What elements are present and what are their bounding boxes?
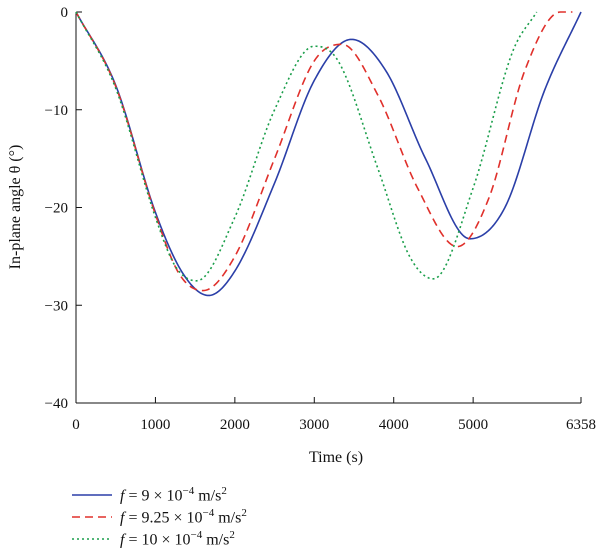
series-line-3 <box>75 11 538 282</box>
x-axis-title: Time (s) <box>309 449 363 466</box>
x-tick-label: 0 <box>72 417 80 433</box>
legend-label: f = 9.25 × 10−4 m/s2 <box>120 506 247 527</box>
legend-item-f-9: f = 9 × 10−4 m/s2 <box>72 484 412 506</box>
legend-label: f = 9 × 10−4 m/s2 <box>120 484 227 505</box>
legend-swatch <box>72 516 112 518</box>
y-axis-title: In-plane angle θ (°) <box>7 145 24 270</box>
x-tick-label: 6358 <box>566 417 596 433</box>
chart-series <box>75 11 582 297</box>
y-axis-ticks: 0 −10 −20 −30 −40 <box>45 5 82 412</box>
legend-label: f = 10 × 10−4 m/s2 <box>120 528 235 549</box>
y-tick-label: 0 <box>61 5 69 21</box>
x-axis-ticks: 0 1000 2000 3000 4000 5000 6358 <box>72 397 596 433</box>
legend-swatch <box>72 494 112 496</box>
x-tick-label: 5000 <box>458 417 488 433</box>
x-tick-label: 1000 <box>140 417 170 433</box>
series-line-2 <box>75 11 573 292</box>
y-tick-label: −30 <box>45 298 68 314</box>
x-tick-label: 4000 <box>379 417 409 433</box>
chart-legend: f = 9 × 10−4 m/s2 f = 9.25 × 10−4 m/s2 f… <box>72 484 412 550</box>
y-tick-label: −20 <box>45 201 68 217</box>
y-tick-label: −10 <box>45 103 68 119</box>
x-tick-label: 2000 <box>220 417 250 433</box>
legend-item-f-10: f = 10 × 10−4 m/s2 <box>72 528 412 550</box>
series-line-1 <box>75 11 582 297</box>
legend-item-f-9.25: f = 9.25 × 10−4 m/s2 <box>72 506 412 528</box>
y-tick-label: −40 <box>45 396 68 412</box>
x-tick-label: 3000 <box>299 417 329 433</box>
line-chart: 0−10−20−30−40 0 1000 2000 3000 4000 5000 6358 … <box>7 5 596 466</box>
legend-swatch <box>72 538 112 540</box>
